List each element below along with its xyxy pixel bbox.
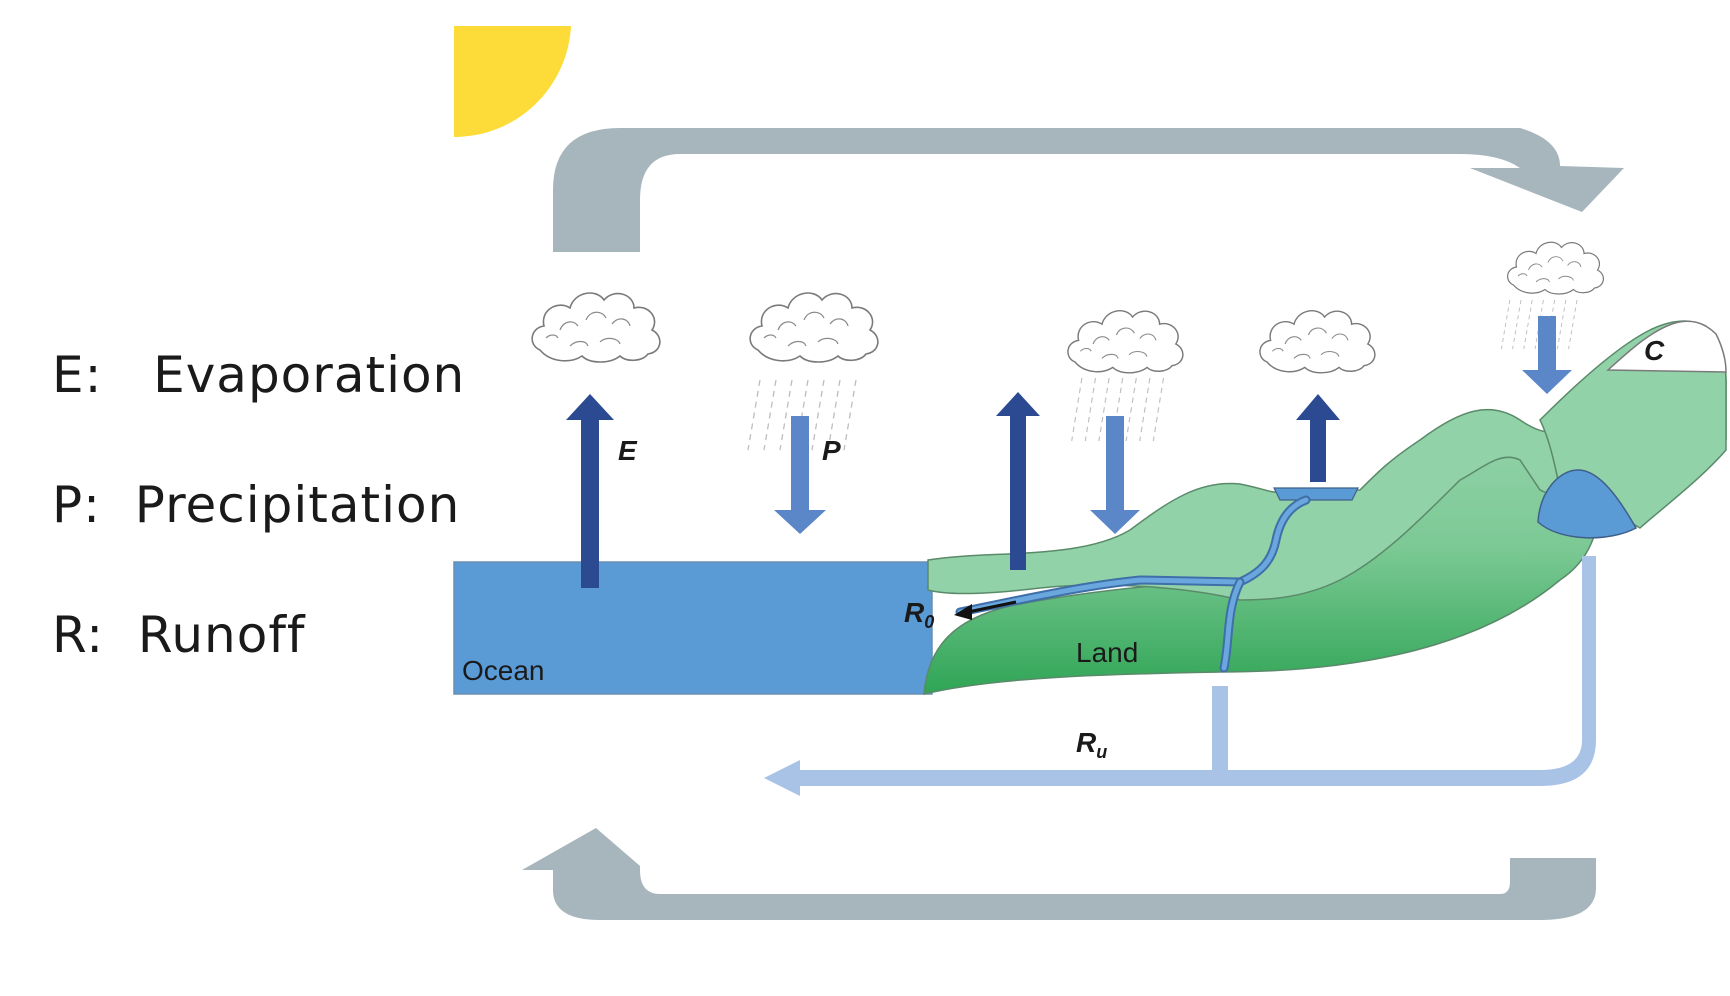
cloud-icon-2 bbox=[749, 292, 879, 363]
evaporation-label: E bbox=[618, 435, 638, 466]
precipitation-arrow-land bbox=[1090, 416, 1140, 534]
land-label: Land bbox=[1076, 637, 1138, 668]
cloud-icon-1 bbox=[531, 292, 661, 363]
atmospheric-circulation-arrow bbox=[553, 128, 1624, 252]
legend-runoff: R: Runoff bbox=[52, 606, 306, 664]
evaporation-arrow-lake bbox=[1296, 394, 1340, 482]
legend-key-r: R: bbox=[52, 606, 105, 664]
legend-text-evaporation: Evaporation bbox=[153, 346, 466, 404]
legend-precipitation: P: Precipitation bbox=[52, 476, 460, 534]
evaporation-arrow-ocean bbox=[566, 394, 614, 588]
surface-runoff-label: R0 bbox=[904, 597, 934, 632]
evaporation-arrow-land bbox=[996, 392, 1040, 570]
surface-runoff-arrow bbox=[967, 600, 1017, 614]
cloud-icon-4 bbox=[1259, 310, 1376, 374]
legend-text-runoff: Runoff bbox=[137, 606, 306, 664]
underground-runoff-label: Ru bbox=[1076, 727, 1107, 762]
precipitation-arrow-mountain bbox=[1522, 316, 1572, 394]
precipitation-label: P bbox=[822, 435, 841, 466]
precipitation-arrow-ocean bbox=[774, 416, 826, 534]
legend-key-p: P: bbox=[52, 476, 101, 534]
legend-evaporation: E: Evaporation bbox=[52, 346, 465, 404]
legend-text-precipitation: Precipitation bbox=[134, 476, 461, 534]
legend-key-e: E: bbox=[52, 346, 103, 404]
cloud-icon-3 bbox=[1067, 310, 1184, 374]
ocean-return-circulation-arrow bbox=[522, 828, 1596, 920]
underground-runoff-arrow bbox=[764, 556, 1596, 796]
cryosphere-label: C bbox=[1644, 335, 1665, 366]
snow-cap bbox=[1606, 320, 1727, 373]
upland-lake bbox=[1273, 487, 1359, 501]
mountain-lake bbox=[1537, 469, 1638, 539]
ocean-label: Ocean bbox=[462, 655, 545, 686]
ocean-body bbox=[453, 561, 933, 695]
cloud-icon-5 bbox=[1506, 241, 1605, 295]
sun-icon bbox=[454, 26, 571, 138]
